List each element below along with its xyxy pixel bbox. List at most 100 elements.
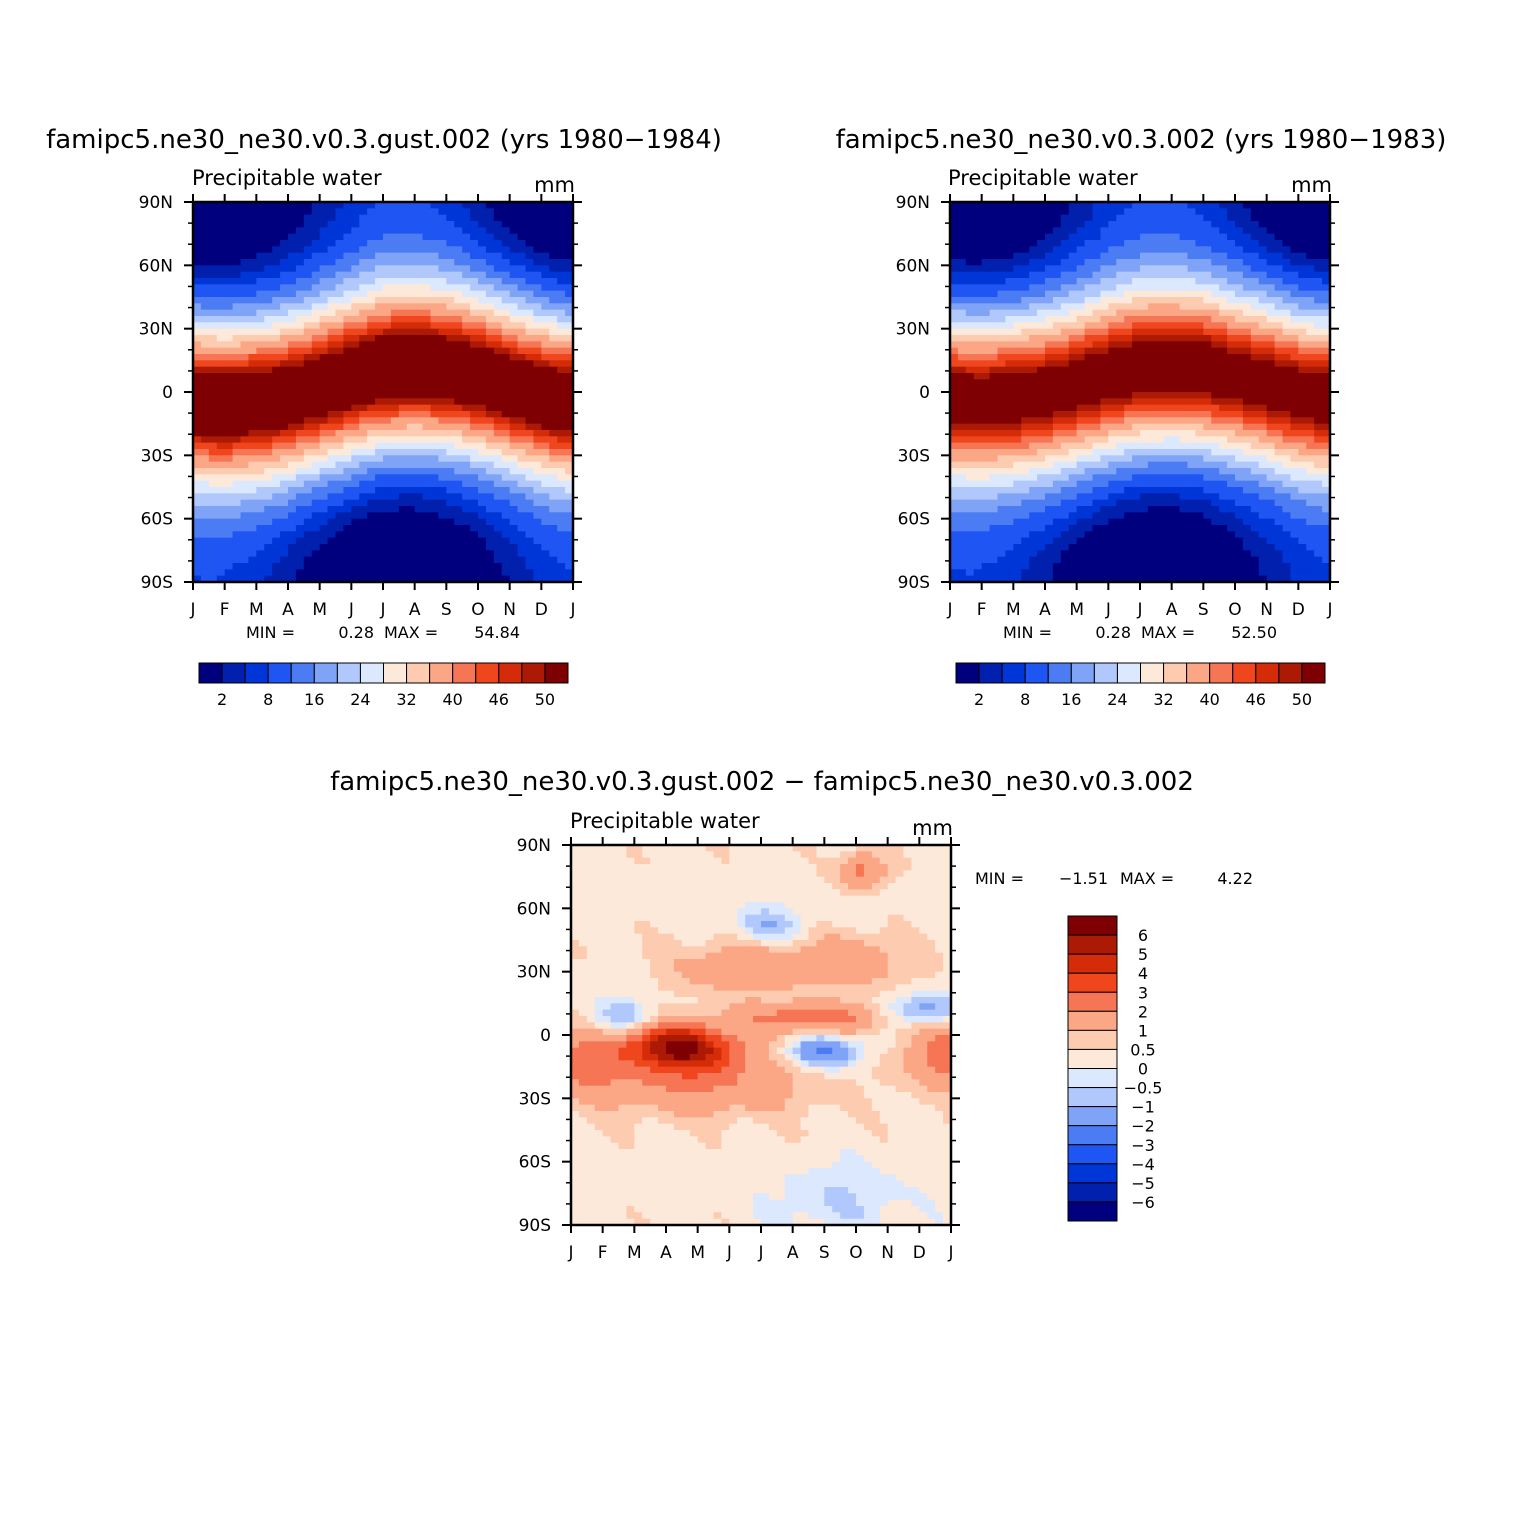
field-cell [200,347,210,355]
field-cell [295,512,305,520]
field-cell [1258,373,1268,380]
field-cell [565,474,574,482]
field-cell [438,208,447,216]
field-cell [208,354,218,361]
field-cell [1203,303,1212,311]
field-cell [327,392,337,399]
field-cell [1179,379,1189,387]
field-cell [1132,341,1141,349]
field-cell [343,556,352,564]
field-cell [1322,341,1331,349]
field-cell [327,322,337,330]
field-cell [1155,252,1165,260]
field-cell [509,360,519,368]
field-cell [1266,392,1276,399]
field-cell [303,335,313,342]
colorbar-box [221,662,246,684]
field-cell [446,341,455,349]
field-cell [272,575,281,583]
field-cell [1076,259,1086,266]
field-cell [280,227,289,235]
field-cell [295,373,305,380]
field-cell [1147,430,1157,437]
field-cell [1155,455,1165,463]
field-cell [557,373,566,380]
field-cell [541,354,550,361]
field-cell [232,271,242,279]
field-cell [311,455,321,463]
field-cell [1322,379,1331,387]
field-cell [1203,417,1212,425]
field-cell [272,322,281,330]
field-cell [248,512,257,520]
field-cell [414,316,424,323]
field-cell [1219,430,1228,437]
field-cell [1132,417,1141,425]
field-cell [438,392,447,399]
field-cell [193,506,202,513]
field-cell [973,423,983,431]
field-cell [1108,322,1117,330]
field-cell [1171,398,1181,406]
field-cell [1021,316,1030,323]
field-cell [1029,392,1038,399]
field-cell [272,366,281,374]
field-cell [509,417,519,425]
field-cell [438,240,447,247]
field-cell [997,309,1007,317]
field-cell [288,506,297,513]
field-cell [1306,297,1315,304]
field-cell [957,227,967,235]
field-cell [311,398,321,406]
field-cell [1092,259,1102,266]
field-cell [470,208,479,216]
field-cell [1029,303,1038,311]
field-cell [1124,341,1133,349]
field-cell [216,525,226,532]
field-cell [1179,366,1189,374]
field-cell [533,373,542,380]
field-cell [414,480,424,488]
field-cell [1021,373,1030,380]
field-cell [541,575,550,583]
field-cell [1029,449,1038,456]
field-cell [501,341,511,349]
field-cell [327,208,337,216]
field-cell [1235,430,1244,437]
field-cell [981,208,991,216]
field-cell [1060,328,1070,336]
field-cell [446,442,455,450]
field-cell [1052,297,1062,304]
field-cell [493,290,503,298]
field-cell [1100,354,1109,361]
field-cell [997,392,1007,399]
field-cell [200,556,210,564]
field-cell [398,297,408,304]
field-cell [462,341,471,349]
field-cell [989,392,999,399]
field-cell [264,563,273,570]
field-cell [240,430,250,437]
field-cell [1258,290,1268,298]
field-cell [454,271,463,279]
field-cell [1155,240,1165,247]
field-cell [422,322,432,330]
field-cell [565,360,574,368]
field-cell [375,252,384,260]
field-cell [264,227,273,235]
field-cell [1037,271,1046,279]
field-cell [557,246,566,254]
field-cell [462,379,471,387]
field-cell [1029,347,1038,355]
field-cell [1227,278,1236,285]
field-cell [533,265,542,273]
field-cell [1163,404,1173,412]
field-cell [957,449,967,456]
field-cell [311,316,321,323]
field-cell [319,328,329,336]
field-cell [557,366,566,374]
field-cell [335,347,345,355]
field-cell [256,265,265,273]
field-cell [1060,417,1070,425]
